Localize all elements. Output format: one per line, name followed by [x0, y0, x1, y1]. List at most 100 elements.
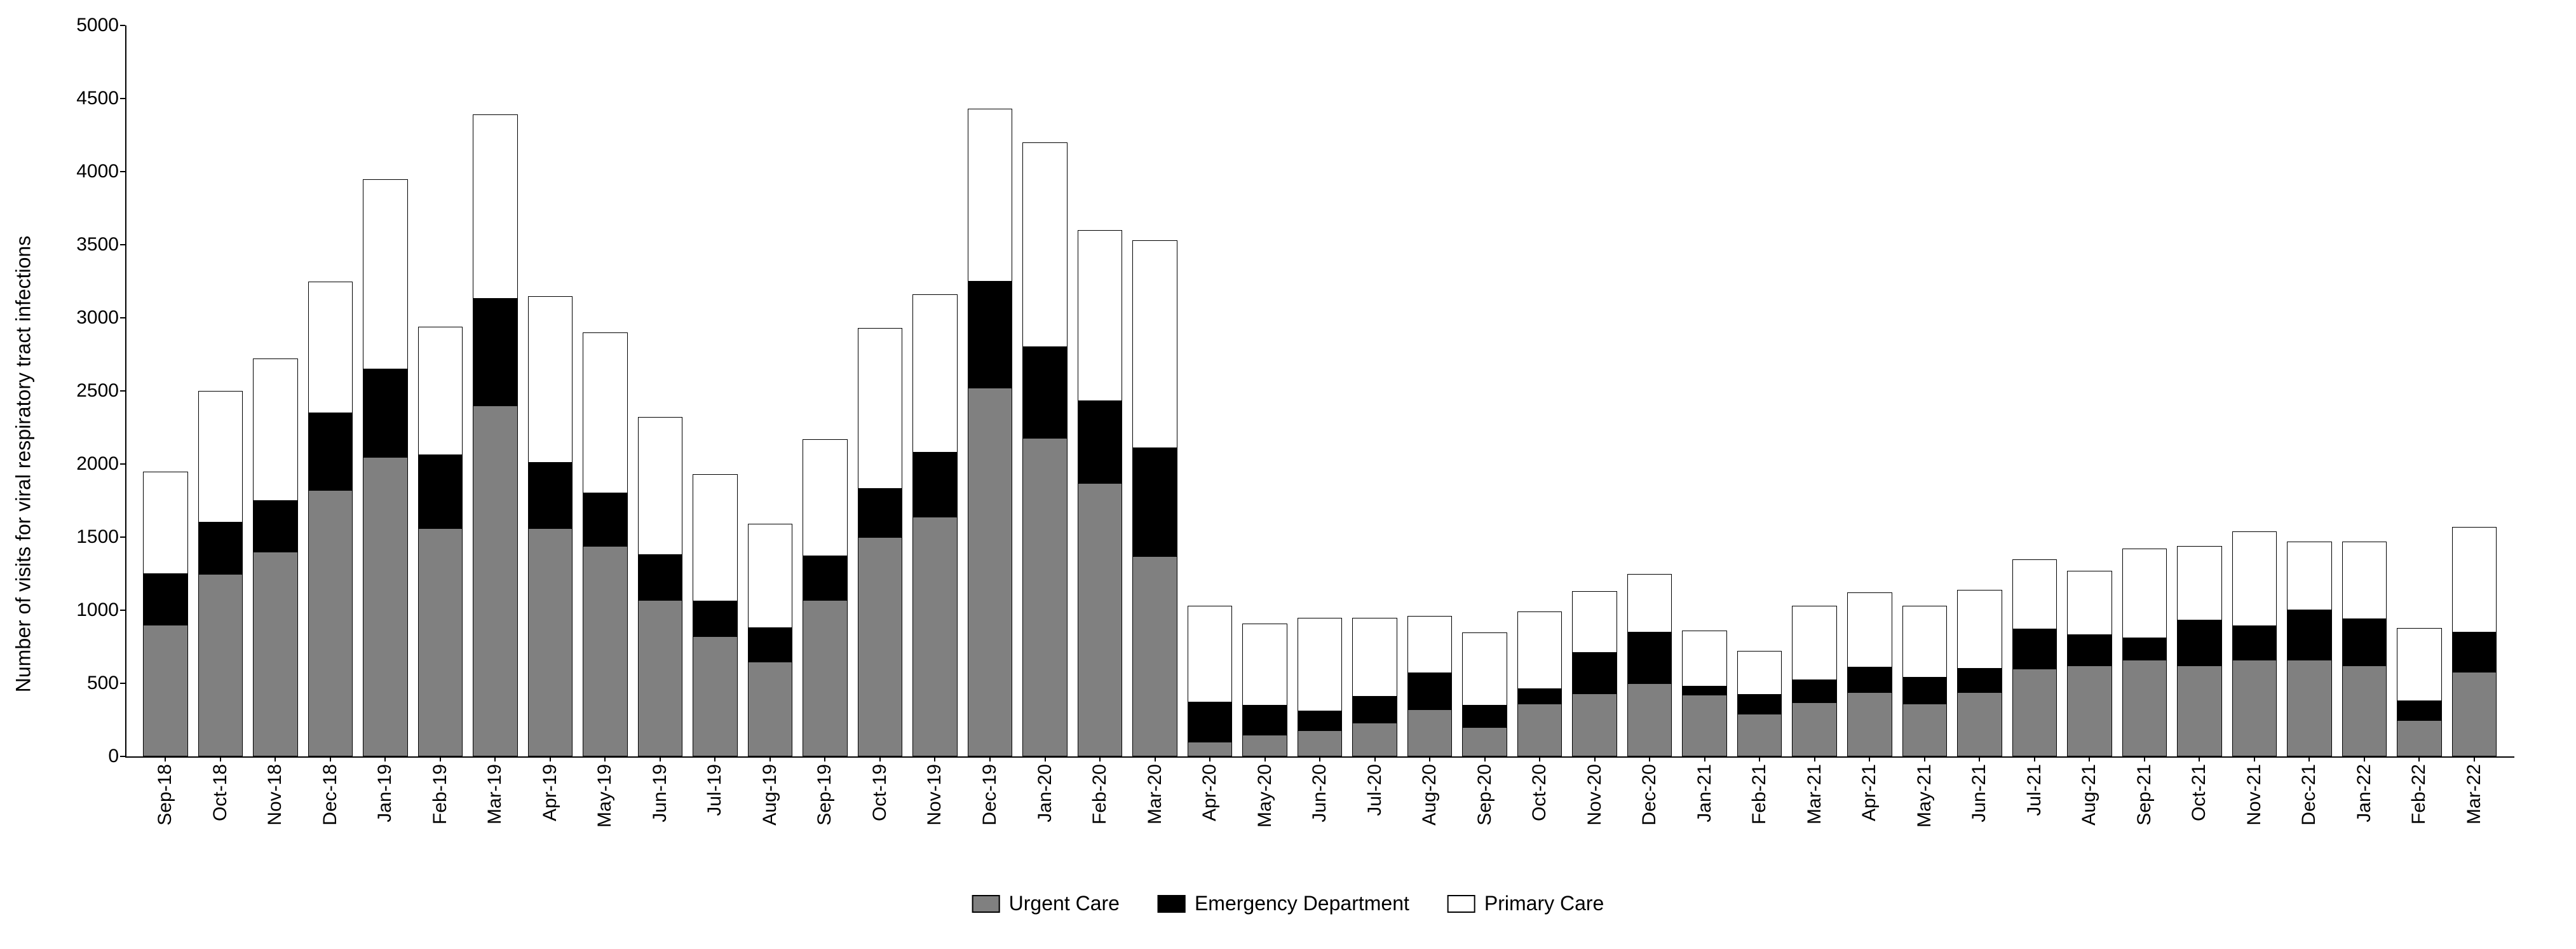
x-tick-label: Sep-19 — [814, 764, 836, 826]
x-tick-label: Apr-20 — [1199, 764, 1221, 821]
bar-segment-primary-care — [2177, 546, 2222, 620]
x-tick-label: Jan-19 — [374, 764, 396, 823]
bar-slot: Feb-21 — [1732, 25, 1787, 756]
bar-segment-emergency-department — [968, 282, 1013, 388]
y-tick-label: 3000 — [76, 307, 119, 329]
bar-segment-urgent-care — [912, 517, 958, 756]
x-tick-mark — [1814, 756, 1815, 761]
bar-slot: Nov-20 — [1567, 25, 1622, 756]
bar-segment-primary-care — [1352, 618, 1397, 697]
bar-segment-urgent-care — [2122, 660, 2167, 756]
bar-segment-primary-care — [2287, 542, 2332, 610]
x-tick-label: Nov-21 — [2244, 764, 2265, 826]
x-tick-label: Aug-20 — [1419, 764, 1441, 826]
bar-segment-urgent-care — [803, 600, 848, 756]
y-tick-label: 500 — [87, 672, 119, 694]
bar-segment-emergency-department — [858, 489, 903, 537]
x-tick-mark — [824, 756, 825, 761]
x-tick-mark — [1045, 756, 1046, 761]
y-tick-mark — [120, 25, 125, 26]
bar-segment-primary-care — [1407, 616, 1453, 673]
x-tick-mark — [1484, 756, 1486, 761]
bar-segment-emergency-department — [1022, 347, 1068, 438]
legend-label-emergency-department: Emergency Department — [1195, 892, 1409, 915]
x-tick-label: Feb-22 — [2408, 764, 2430, 824]
bar-segment-urgent-care — [968, 388, 1013, 756]
x-tick-mark — [1319, 756, 1320, 761]
bar-segment-emergency-department — [1572, 653, 1617, 693]
x-tick-mark — [1374, 756, 1376, 761]
bar-slot: May-19 — [578, 25, 633, 756]
x-tick-mark — [2199, 756, 2200, 761]
bar-segment-emergency-department — [253, 501, 298, 552]
bar-slot: Jan-20 — [1017, 25, 1073, 756]
x-tick-label: Aug-19 — [759, 764, 781, 826]
bar-segment-urgent-care — [2012, 669, 2057, 756]
bar-segment-urgent-care — [2287, 660, 2332, 756]
bar-segment-emergency-department — [1627, 632, 1672, 684]
bar-segment-urgent-care — [1902, 704, 1948, 756]
x-tick-mark — [1649, 756, 1650, 761]
y-tick-mark — [120, 390, 125, 392]
bar-segment-emergency-department — [1792, 680, 1837, 702]
bar-slot: Sep-20 — [1457, 25, 1512, 756]
x-tick-label: Jan-22 — [2354, 764, 2375, 823]
bar-segment-emergency-department — [473, 299, 518, 406]
y-tick-mark — [120, 536, 125, 538]
bar-segment-urgent-care — [253, 552, 298, 756]
x-tick-label: Mar-20 — [1144, 764, 1166, 824]
x-tick-mark — [384, 756, 386, 761]
bar-segment-primary-care — [473, 114, 518, 299]
bar-segment-primary-care — [912, 294, 958, 452]
x-tick-mark — [1099, 756, 1101, 761]
bar-slot: Apr-19 — [523, 25, 578, 756]
x-tick-mark — [2089, 756, 2090, 761]
bar-slot: Mar-20 — [1127, 25, 1183, 756]
bar-segment-emergency-department — [1132, 448, 1177, 556]
bar-segment-primary-care — [1462, 632, 1507, 706]
x-tick-label: Feb-21 — [1749, 764, 1770, 824]
bar-slot: Nov-21 — [2227, 25, 2282, 756]
y-tick-mark — [120, 610, 125, 611]
bar-segment-urgent-care — [2232, 660, 2277, 756]
bar-segment-urgent-care — [528, 528, 573, 756]
bar-segment-emergency-department — [2287, 610, 2332, 660]
bar-slot: Jan-21 — [1677, 25, 1732, 756]
bar-segment-primary-care — [583, 332, 628, 493]
bar-slot: Oct-21 — [2172, 25, 2227, 756]
bar-segment-primary-care — [2342, 542, 2387, 619]
y-tick-label: 1500 — [76, 526, 119, 548]
x-tick-label: Dec-20 — [1639, 764, 1660, 826]
x-tick-mark — [440, 756, 441, 761]
bar-segment-urgent-care — [693, 636, 738, 756]
y-tick-mark — [120, 683, 125, 684]
bar-segment-primary-care — [308, 282, 353, 413]
bar-segment-urgent-care — [198, 574, 243, 757]
bar-segment-urgent-care — [858, 537, 903, 756]
bar-segment-urgent-care — [1682, 695, 1727, 756]
x-tick-mark — [2308, 756, 2310, 761]
x-tick-mark — [604, 756, 606, 761]
y-tick-label: 4500 — [76, 88, 119, 109]
bar-segment-primary-care — [528, 296, 573, 463]
bar-segment-emergency-department — [363, 369, 408, 457]
legend-item-urgent-care: Urgent Care — [972, 892, 1120, 915]
bar-slot: Sep-19 — [797, 25, 853, 756]
x-tick-label: Aug-21 — [2078, 764, 2100, 826]
bar-segment-emergency-department — [418, 455, 463, 528]
bar-segment-primary-care — [1792, 606, 1837, 680]
bar-segment-primary-care — [143, 472, 188, 574]
bar-slot: Jun-21 — [1952, 25, 2007, 756]
bar-segment-emergency-department — [1078, 401, 1123, 483]
bar-segment-primary-care — [2232, 531, 2277, 627]
bar-segment-urgent-care — [748, 662, 793, 757]
x-tick-mark — [2254, 756, 2255, 761]
bar-slot: Mar-21 — [1787, 25, 1842, 756]
bar-slot: Jun-19 — [633, 25, 688, 756]
bar-segment-urgent-care — [2397, 720, 2442, 757]
bar-slot: Jul-21 — [2007, 25, 2063, 756]
y-tick-label: 4000 — [76, 161, 119, 182]
bar-segment-emergency-department — [1462, 706, 1507, 728]
bar-segment-emergency-department — [198, 522, 243, 574]
bar-slot: Feb-20 — [1073, 25, 1128, 756]
